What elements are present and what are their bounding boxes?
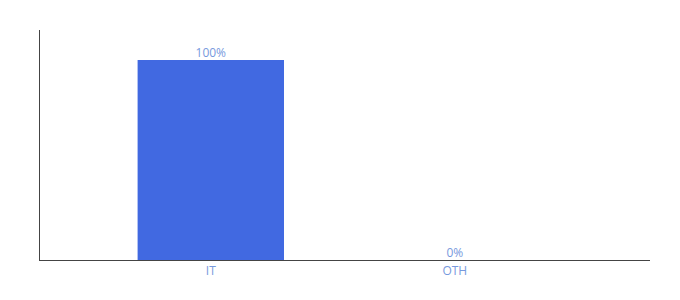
svg-text:0%: 0% [446, 244, 463, 261]
svg-text:OTH: OTH [442, 262, 467, 279]
svg-text:IT: IT [206, 262, 216, 279]
svg-text:100%: 100% [196, 44, 227, 61]
